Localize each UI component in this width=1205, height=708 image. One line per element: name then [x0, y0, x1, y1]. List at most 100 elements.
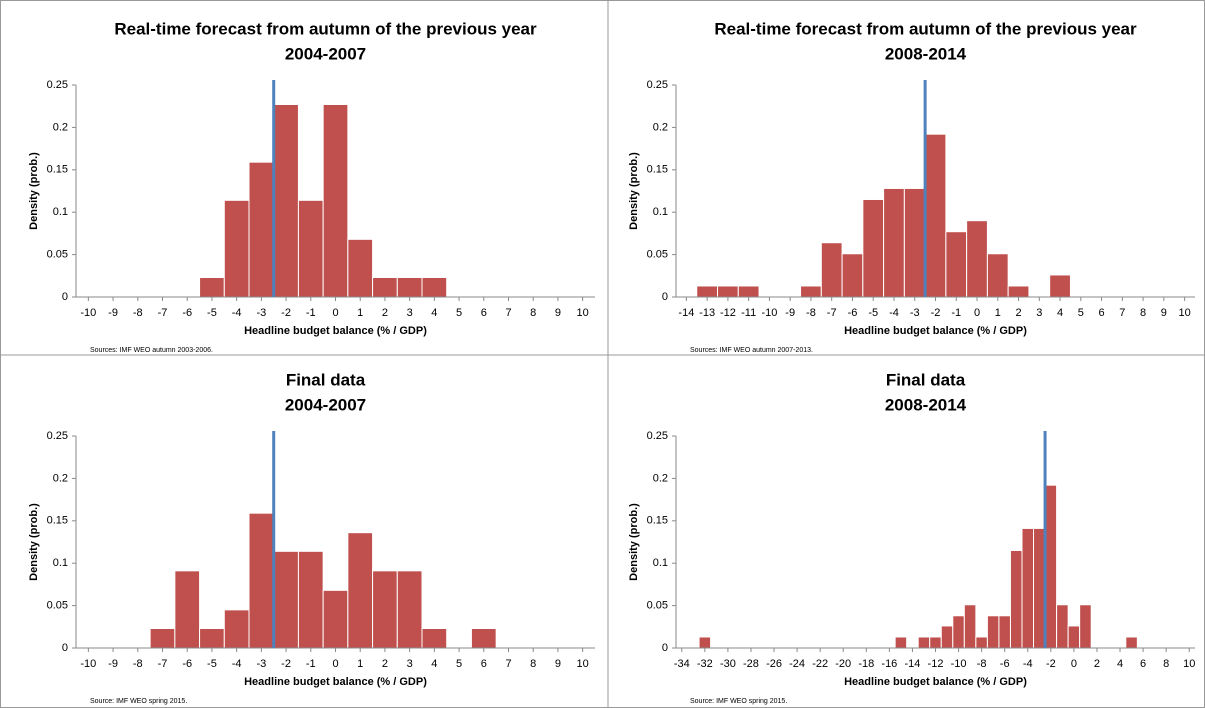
bar [1079, 604, 1092, 649]
y-tick-label: 0.1 [53, 557, 68, 569]
x-tick-label: 1 [995, 307, 1001, 319]
y-tick-label: 0.2 [653, 121, 668, 133]
x-tick-label: 10 [1178, 307, 1190, 319]
x-tick-label: 4 [1057, 307, 1063, 319]
x-tick-label: 8 [530, 658, 536, 670]
bar [347, 532, 374, 649]
x-axis-label: Headline budget balance (% / GDP) [244, 676, 427, 688]
bar [322, 104, 349, 298]
x-tick-label: -14 [904, 658, 920, 670]
bar [1049, 274, 1071, 298]
bar [940, 625, 954, 649]
x-tick-label: -6 [848, 307, 858, 319]
x-tick-label: 5 [1078, 307, 1084, 319]
x-tick-label: 3 [407, 658, 413, 670]
x-tick-label: -8 [133, 658, 143, 670]
x-tick-label: -10 [80, 658, 96, 670]
x-tick-label: -2 [1046, 658, 1056, 670]
bar [1067, 625, 1081, 649]
bar [1033, 527, 1046, 649]
y-tick-label: 0 [662, 642, 668, 654]
x-tick-label: 3 [407, 307, 413, 319]
x-tick-label: -32 [697, 658, 713, 670]
x-tick-label: 10 [577, 658, 589, 670]
y-tick-label: 0.1 [653, 557, 668, 569]
x-tick-label: -13 [699, 307, 715, 319]
bar [862, 198, 885, 298]
x-tick-label: 10 [577, 307, 589, 319]
bar [347, 238, 374, 298]
x-tick-label: -1 [951, 307, 961, 319]
chart-panel: Real-time forecast from autumn of the pr… [28, 19, 595, 354]
x-tick-label: 0 [332, 658, 338, 670]
x-tick-label: 8 [1163, 658, 1169, 670]
x-tick-label: -3 [256, 307, 266, 319]
bar [1044, 484, 1058, 649]
chart-title: Real-time forecast from autumn of the pr… [714, 19, 1137, 38]
x-tick-label: -5 [207, 307, 217, 319]
y-tick-label: 0.2 [653, 472, 668, 484]
y-tick-label: 0.05 [47, 600, 68, 612]
bar [1021, 527, 1035, 649]
x-tick-label: -4 [232, 658, 242, 670]
y-axis-label: Density (prob.) [28, 503, 40, 581]
y-axis-label: Density (prob.) [628, 152, 640, 230]
x-tick-label: -10 [951, 658, 967, 670]
x-tick-label: 5 [456, 658, 462, 670]
x-axis-label: Headline budget balance (% / GDP) [244, 325, 427, 337]
x-tick-label: -6 [182, 307, 192, 319]
bar [820, 242, 843, 298]
x-tick-label: -24 [789, 658, 805, 670]
chart-panel: Final data 2004-2007 0 0.05 0.1 0.15 0.2 0.25 -1… [28, 370, 595, 705]
x-tick-label: -10 [761, 307, 777, 319]
x-tick-label: -7 [158, 307, 168, 319]
y-tick-label: 0.2 [53, 472, 68, 484]
x-tick-label: 5 [456, 307, 462, 319]
x-tick-label: -3 [256, 658, 266, 670]
y-tick-label: 0 [662, 291, 668, 303]
y-tick-label: 0.15 [647, 515, 668, 527]
source-note: Sources: IMF WEO autumn 2003-2006. [90, 347, 213, 354]
x-axis-label: Headline budget balance (% / GDP) [844, 676, 1027, 688]
chart-subtitle: 2004-2007 [285, 44, 366, 63]
source-note: Source: IMF WEO spring 2015. [690, 698, 787, 705]
bar [945, 231, 968, 298]
x-tick-label: 9 [555, 658, 561, 670]
bar [421, 276, 448, 298]
bar [322, 589, 349, 649]
x-tick-label: 1 [357, 658, 363, 670]
x-tick-label: 0 [974, 307, 980, 319]
bar [800, 285, 822, 298]
y-axis-label: Density (prob.) [28, 152, 40, 230]
x-tick-label: 6 [1140, 658, 1146, 670]
x-tick-label: 4 [431, 307, 437, 319]
chart-title: Final data [886, 370, 966, 389]
x-tick-label: -22 [812, 658, 828, 670]
x-tick-label: -14 [678, 307, 694, 319]
chart-subtitle: 2008-2014 [885, 44, 967, 63]
source-note: Sources: IMF WEO autumn 2007-2013. [690, 347, 813, 354]
x-tick-label: -7 [827, 307, 837, 319]
bar [696, 285, 719, 298]
y-tick-label: 0.1 [653, 206, 668, 218]
x-tick-label: 0 [332, 307, 338, 319]
x-tick-label: -7 [158, 658, 168, 670]
bar [1125, 636, 1138, 649]
x-tick-label: -12 [928, 658, 944, 670]
bar [297, 199, 324, 298]
bar [223, 199, 250, 298]
x-tick-label: -20 [835, 658, 851, 670]
bar [986, 615, 1000, 649]
bar [883, 187, 905, 298]
x-tick-label: -5 [207, 658, 217, 670]
x-tick-label: -8 [133, 307, 143, 319]
bar [421, 627, 448, 649]
x-tick-label: -9 [108, 307, 118, 319]
bar [396, 570, 423, 649]
bar [975, 636, 988, 649]
bar [894, 636, 908, 649]
y-tick-label: 0.05 [47, 249, 68, 261]
x-tick-label: -8 [977, 658, 987, 670]
x-tick-label: 6 [481, 658, 487, 670]
y-tick-label: 0.2 [53, 121, 68, 133]
